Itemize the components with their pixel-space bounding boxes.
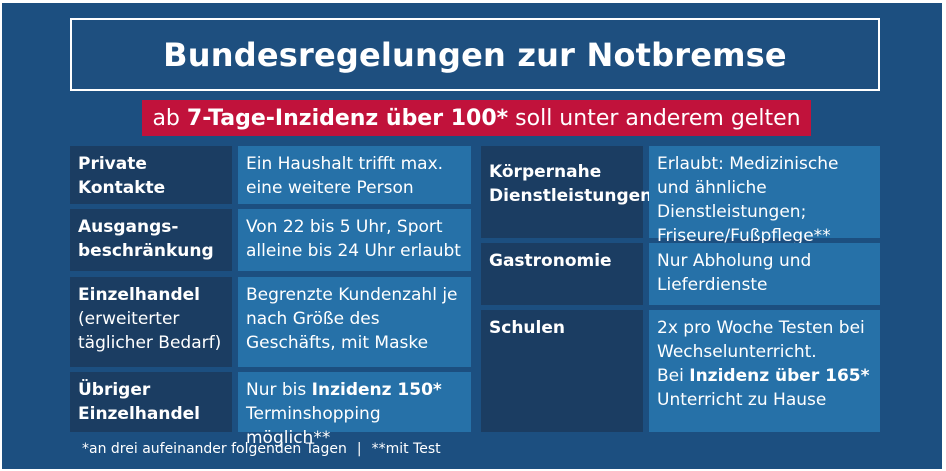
label-text: Schulen [489, 318, 565, 338]
value-koerpernahe-dienstleistungen: Erlaubt: Medizinische und ähnliche Diens… [649, 146, 880, 246]
label-line: Einzelhandel [78, 404, 200, 424]
label-line: Ausgangs- [78, 217, 179, 237]
value-ausgangsbeschraenkung: Von 22 bis 5 Uhr, Sport alleine bis 24 U… [238, 209, 471, 271]
subtitle-bold: 7-Tage-Inzidenz über 100* [186, 105, 509, 131]
title-box: Bundesregelungen zur Notbremse [70, 18, 880, 91]
label-line: Übriger [78, 380, 151, 400]
value-text: Erlaubt: Medizinische und ähnliche Diens… [657, 154, 839, 246]
footnote-separator: | [356, 441, 362, 457]
value-text: Terminshopping möglich** [246, 404, 381, 448]
footnote-1: *an drei aufeinander folgenden Tagen [82, 441, 347, 457]
value-private-kontakte: Ein Haushalt trifft max. eine weitere Pe… [238, 146, 471, 204]
value-text: Nur bis [246, 380, 312, 400]
value-text: Von 22 bis 5 Uhr, Sport alleine bis 24 U… [246, 217, 461, 261]
value-bold: Inzidenz 150* [311, 380, 442, 400]
value-text: Begrenzte Kundenzahl je nach Größe des G… [246, 285, 458, 353]
value-text: Bei [657, 366, 690, 386]
footnotes: *an drei aufeinander folgenden Tagen | **m… [82, 441, 441, 457]
label-text: Gastronomie [489, 251, 612, 271]
subtitle-suffix: soll unter anderem gelten [508, 105, 801, 131]
label-ausgangsbeschraenkung: Ausgangs- beschränkung [70, 209, 232, 271]
subtitle-prefix: ab [152, 105, 187, 131]
label-gastronomie: Gastronomie [481, 243, 643, 305]
label-line: beschränkung [78, 241, 214, 261]
value-text: Nur Abholung und Lieferdienste [657, 251, 812, 295]
value-line: Bei Inzidenz über 165* Unterricht zu Hau… [657, 364, 872, 412]
infographic-panel: Bundesregelungen zur Notbremse ab 7-Tage… [2, 3, 942, 469]
footnote-2: **mit Test [371, 441, 441, 457]
value-gastronomie: Nur Abholung und Lieferdienste [649, 243, 880, 305]
label-koerpernahe-dienstleistungen: Körpernahe Dienstleistungen [481, 146, 653, 238]
label-line: Dienstleistungen [489, 186, 653, 206]
value-einzelhandel: Begrenzte Kundenzahl je nach Größe des G… [238, 277, 471, 367]
label-note: (erweiterter täglicher Bedarf) [78, 309, 222, 353]
page-title: Bundesregelungen zur Notbremse [163, 35, 787, 74]
label-uebriger-einzelhandel: Übriger Einzelhandel [70, 372, 232, 432]
value-text: Ein Haushalt trifft max. eine weitere Pe… [246, 154, 444, 198]
label-line: Körpernahe [489, 162, 602, 182]
value-text: 2x pro Woche Testen bei Wechselunterrich… [657, 318, 865, 362]
value-text: Unterricht zu Hause [657, 390, 827, 410]
label-text: Einzelhandel [78, 285, 200, 305]
subtitle-banner: ab 7-Tage-Inzidenz über 100* soll unter … [142, 100, 811, 136]
value-schulen: 2x pro Woche Testen bei Wechselunterrich… [649, 310, 880, 432]
label-einzelhandel: Einzelhandel (erweiterter täglicher Beda… [70, 277, 232, 367]
label-text: Private Kontakte [78, 154, 166, 198]
label-private-kontakte: Private Kontakte [70, 146, 232, 204]
value-bold: Inzidenz über 165* [689, 366, 870, 386]
value-uebriger-einzelhandel: Nur bis Inzidenz 150* Terminshopping mög… [238, 372, 471, 448]
label-schulen: Schulen [481, 310, 643, 432]
